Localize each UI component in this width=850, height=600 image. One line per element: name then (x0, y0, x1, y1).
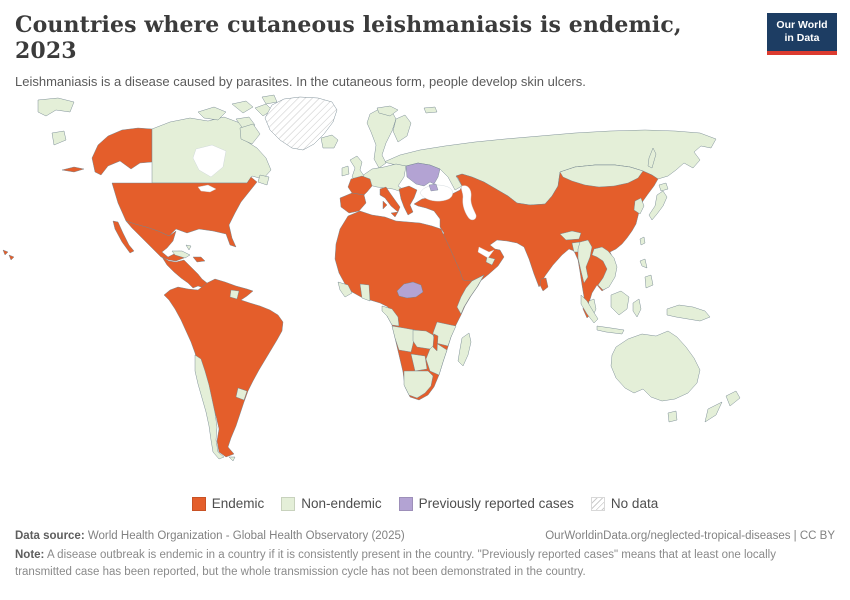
region-suriname[interactable] (230, 290, 239, 299)
legend-label-endemic: Endemic (211, 496, 265, 511)
legend-label-no-data: No data (610, 496, 659, 511)
legend-item-no-data[interactable]: No data (590, 496, 659, 511)
region-central-europe[interactable] (362, 164, 406, 191)
region-ireland[interactable] (342, 166, 349, 176)
footnote: Note: A disease outbreak is endemic in a… (15, 547, 835, 580)
region-crimea[interactable] (429, 184, 438, 191)
region-gabon-congo[interactable] (382, 306, 399, 326)
region-france[interactable] (348, 176, 372, 195)
caspian-sea-water (461, 186, 476, 220)
region-hispaniola[interactable] (193, 257, 205, 262)
region-philippines[interactable] (640, 259, 653, 288)
region-newfoundland[interactable] (258, 175, 269, 185)
region-malawi[interactable] (433, 334, 438, 351)
region-new-zealand[interactable] (705, 391, 740, 422)
world-map (0, 93, 850, 491)
owid-logo[interactable]: Our World in Data (767, 13, 837, 55)
region-united-kingdom[interactable] (350, 156, 364, 182)
region-new-guinea[interactable] (667, 305, 710, 321)
region-mongolia[interactable] (560, 165, 643, 187)
region-iceland[interactable] (321, 135, 338, 148)
region-south-africa[interactable] (404, 371, 433, 398)
region-tasmania[interactable] (668, 411, 677, 422)
region-south-america[interactable] (164, 279, 283, 457)
region-borneo[interactable] (611, 291, 629, 315)
region-hawaii[interactable] (3, 250, 14, 260)
region-bahamas[interactable] (186, 245, 191, 250)
region-sierra-leone-liberia[interactable] (338, 282, 352, 297)
region-alaska[interactable] (92, 128, 152, 175)
region-sulawesi[interactable] (633, 299, 641, 317)
region-somalia[interactable] (457, 275, 484, 314)
footnote-text: A disease outbreak is endemic in a count… (15, 549, 776, 578)
region-australia[interactable] (611, 331, 700, 401)
region-balkans-greece[interactable] (399, 186, 417, 215)
region-ukraine[interactable] (406, 163, 440, 186)
owid-logo-line1: Our World (776, 18, 828, 31)
region-baffin-island[interactable] (240, 124, 260, 144)
region-indochina[interactable] (592, 247, 617, 290)
region-ghana[interactable] (360, 284, 370, 301)
legend-item-non-endemic[interactable]: Non-endemic (281, 496, 382, 511)
region-finland[interactable] (393, 115, 411, 142)
region-greenland[interactable] (265, 97, 337, 150)
region-iberia[interactable] (340, 193, 366, 213)
region-sri-lanka[interactable] (540, 278, 548, 291)
region-taiwan[interactable] (640, 237, 645, 245)
data-source-line: Data source: World Health Organization -… (15, 530, 405, 542)
legend-swatch-endemic (191, 496, 206, 511)
region-botswana[interactable] (411, 354, 427, 371)
region-nepal-bhutan[interactable] (560, 231, 581, 240)
region-chile[interactable] (195, 355, 224, 459)
region-sakhalin[interactable] (648, 148, 656, 168)
region-falkland-islands[interactable] (229, 457, 235, 461)
region-chukotka[interactable] (38, 98, 74, 116)
region-korea[interactable] (634, 198, 644, 214)
owid-logo-box: Our World in Data (767, 13, 837, 51)
region-uruguay[interactable] (236, 388, 247, 400)
legend-swatch-previously-reported (398, 496, 413, 511)
region-svalbard[interactable] (377, 106, 437, 116)
region-cuba[interactable] (172, 251, 190, 258)
region-italy[interactable] (380, 187, 400, 217)
region-aleutian-islands[interactable] (62, 167, 84, 172)
great-lakes-water (198, 185, 216, 192)
data-source-label: Data source: (15, 530, 85, 542)
persian-gulf-water (478, 247, 494, 258)
page-subtitle: Leishmaniasis is a disease caused by par… (15, 73, 586, 89)
legend-label-non-endemic: Non-endemic (301, 496, 382, 511)
footnote-label: Note: (15, 549, 45, 561)
page-title: Countries where cutaneous leishmaniasis … (15, 12, 682, 65)
legend-swatch-no-data (590, 496, 605, 511)
header: Countries where cutaneous leishmaniasis … (15, 12, 750, 89)
region-tanzania[interactable] (433, 322, 456, 346)
owid-url-link[interactable]: OurWorldinData.org/neglected-tropical-di… (545, 530, 835, 542)
owid-logo-line2: in Data (784, 32, 820, 44)
region-canadian-arctic-islands[interactable] (198, 95, 277, 130)
region-st-lawrence-island[interactable] (52, 131, 66, 145)
region-japan[interactable] (649, 183, 668, 220)
legend-item-previously-reported[interactable]: Previously reported cases (398, 496, 574, 511)
footer: Data source: World Health Organization -… (15, 530, 835, 580)
region-uae-qatar[interactable] (486, 257, 495, 265)
region-myanmar[interactable] (578, 240, 592, 283)
legend-item-endemic[interactable]: Endemic (191, 496, 265, 511)
legend-label-previously-reported: Previously reported cases (418, 496, 574, 511)
region-baja-california[interactable] (113, 221, 134, 253)
region-java[interactable] (597, 326, 624, 334)
region-madagascar[interactable] (458, 333, 471, 366)
region-mozambique-zimbabwe[interactable] (426, 343, 447, 375)
region-united-states[interactable] (112, 177, 257, 247)
legend-swatch-non-endemic (281, 496, 296, 511)
data-source-text: World Health Organization - Global Healt… (84, 530, 405, 542)
map-legend: Endemic Non-endemic Previously reported … (0, 496, 850, 511)
region-central-african-republic[interactable] (397, 282, 423, 298)
region-sumatra[interactable] (581, 295, 598, 323)
owid-logo-redbar (767, 51, 837, 55)
hudson-bay-water (193, 145, 226, 177)
region-angola[interactable] (392, 326, 415, 352)
